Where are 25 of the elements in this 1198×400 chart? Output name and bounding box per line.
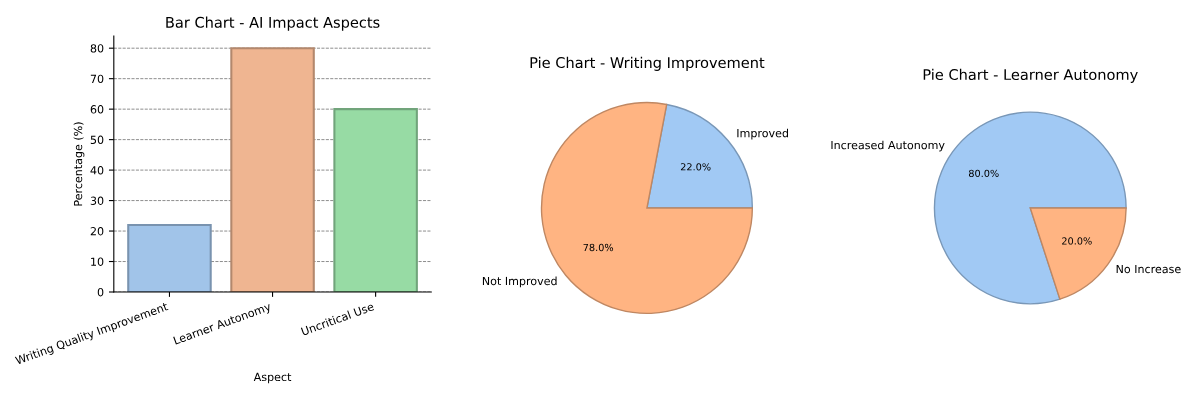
data-label: 80.0%	[968, 169, 999, 178]
y-tick-label: 40	[90, 166, 104, 175]
y-tick-label: 30	[90, 196, 104, 205]
y-tick-label: 80	[90, 44, 104, 53]
y-tick-label: 60	[90, 105, 104, 114]
data-label: 78.0%	[583, 243, 614, 252]
slice-label: No Increase	[1116, 264, 1181, 274]
y-tick-label: 20	[90, 227, 104, 236]
slice-label: Improved	[737, 128, 788, 140]
bar	[333, 108, 418, 292]
slice-label: Not Improved	[482, 276, 557, 288]
x-axis-title: Aspect	[253, 372, 292, 384]
y-tick-label: 70	[90, 74, 104, 84]
y-tick-label: 50	[90, 135, 104, 144]
data-label: 20.0%	[1062, 237, 1092, 245]
bar	[127, 223, 212, 292]
y-axis-title: Percentage (%)	[73, 122, 85, 206]
chart-title: Pie Chart - Writing Improvement	[530, 56, 765, 71]
slice-label: Increased Autonomy	[831, 140, 945, 152]
chart-title: Bar Chart - AI Impact Aspects	[166, 16, 380, 31]
y-tick-label: 0	[97, 287, 104, 297]
chart-title: Pie Chart - Learner Autonomy	[923, 68, 1138, 83]
y-tick-label: 10	[91, 257, 104, 266]
data-label: 22.0%	[680, 163, 711, 171]
bar	[230, 47, 315, 292]
